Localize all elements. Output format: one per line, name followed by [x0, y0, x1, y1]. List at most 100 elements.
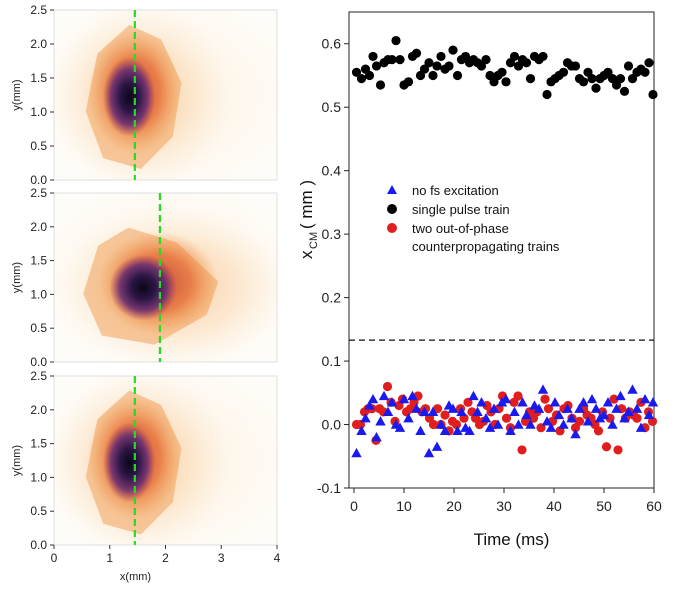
data-point-triangle [367, 393, 379, 404]
data-point-circle [609, 394, 619, 404]
y-tick-label: 0.5 [30, 321, 47, 335]
x-tick-label: 20 [446, 498, 462, 514]
data-point-triangle [545, 422, 557, 432]
data-point-circle [501, 413, 512, 423]
data-point-circle [593, 426, 604, 436]
data-point-triangle [378, 390, 390, 401]
data-point-triangle [635, 422, 647, 432]
data-point-circle [623, 61, 634, 71]
data-point-triangle [464, 425, 475, 436]
y-tick-label: 2.5 [30, 186, 47, 200]
y-tick-label: 1.5 [30, 254, 47, 268]
data-point-circle [619, 86, 630, 96]
data-point-triangle [505, 425, 516, 436]
data-point-circle [364, 70, 375, 81]
data-point-circle [587, 74, 597, 84]
data-point-circle [558, 67, 569, 77]
y-tick-label: 1.0 [30, 105, 47, 119]
series-1 [351, 35, 658, 100]
legend-circle-marker [387, 223, 397, 233]
x-tick-label: 2 [162, 551, 169, 565]
data-point-circle [356, 74, 367, 84]
y-tick-label: 0.2 [322, 290, 342, 306]
data-point-triangle [566, 412, 577, 423]
data-point-triangle [407, 390, 418, 401]
data-point-circle [436, 51, 446, 62]
data-point-triangle [411, 403, 422, 413]
data-point-circle [627, 74, 638, 84]
y-tick-label: 0.6 [322, 36, 342, 52]
data-point-triangle [549, 397, 561, 407]
data-point-triangle [398, 393, 410, 404]
data-point-triangle [435, 419, 447, 429]
data-point-triangle [452, 425, 463, 436]
data-point-triangle [513, 419, 524, 429]
data-point-triangle [574, 403, 585, 413]
data-point-circle [525, 74, 536, 84]
y-tick-label: 0.1 [322, 353, 342, 369]
y-tick-label: 1.0 [30, 470, 47, 484]
data-point-triangle [586, 393, 598, 404]
data-point-triangle [517, 397, 528, 407]
data-point-triangle [558, 419, 569, 429]
data-point-triangle [602, 397, 614, 407]
data-point-circle [615, 74, 626, 84]
y-tick-label: 1.5 [30, 71, 47, 85]
series-2 [351, 381, 658, 455]
data-point-triangle [525, 419, 536, 429]
data-point-triangle [537, 384, 549, 394]
data-point-circle [424, 58, 434, 68]
x-tick-label: 0 [51, 551, 58, 565]
data-point-triangle [647, 397, 659, 407]
y-tick-label: 2.0 [30, 403, 47, 417]
y-tick-label: -0.1 [317, 480, 341, 496]
legend-label-line2: counterpropagating trains [412, 239, 560, 254]
data-point-triangle [472, 406, 483, 416]
data-point-triangle [598, 409, 610, 420]
y-axis-label-unit: ( mm ) [297, 180, 316, 229]
scatter-panel: -0.1 0.0 0.1 0.2 0.3 0.4 0.5 0.6 0 10 20 30 40 50 60 Ti… [297, 11, 662, 549]
data-point-triangle [553, 409, 565, 420]
data-point-triangle [468, 390, 479, 401]
y-tick-label: 0.0 [30, 173, 47, 187]
data-point-circle [382, 381, 393, 392]
data-point-triangle [447, 403, 459, 413]
blob-core [103, 422, 156, 503]
legend-label: no fs excitation [412, 183, 499, 198]
data-point-circle [497, 67, 507, 77]
data-point-triangle [619, 412, 630, 423]
data-point-triangle [492, 419, 504, 429]
data-point-circle [476, 61, 487, 71]
data-point-triangle [456, 406, 467, 416]
data-point-circle [540, 394, 550, 404]
data-point-circle [428, 419, 439, 430]
data-point-triangle [500, 393, 512, 404]
legend: no fs excitation single pulse train two ou… [387, 183, 560, 254]
data-point-triangle [419, 406, 430, 416]
heatmap-panel-top: 0.0 0.5 1.0 1.5 2.0 2.5 y(mm) [11, 3, 278, 187]
data-point-circle [542, 89, 552, 100]
x-tick-label: 60 [646, 498, 662, 514]
data-point-triangle [351, 447, 362, 458]
data-point-circle [444, 61, 454, 71]
y-axis-label-main: x [297, 250, 316, 259]
data-point-circle [648, 89, 658, 100]
data-point-circle [578, 77, 589, 87]
data-point-circle [601, 442, 612, 452]
data-point-circle [371, 61, 382, 71]
series-0 [351, 384, 659, 458]
x-tick-label: 0 [350, 498, 358, 514]
data-point-circle [613, 445, 623, 455]
data-point-circle [603, 67, 613, 77]
data-point-circle [452, 70, 463, 81]
data-point-triangle [415, 425, 426, 436]
data-point-triangle [480, 412, 492, 423]
heatmap-panel-middle: 0.0 0.5 1.0 1.5 2.0 2.5 y(mm) [11, 186, 278, 369]
y-axis-label: y(mm) [11, 445, 23, 476]
data-point-triangle [484, 422, 496, 432]
y-tick-label: 2.0 [30, 220, 47, 234]
data-point-triangle [431, 441, 443, 451]
data-point-circle [570, 61, 581, 71]
data-point-circle [351, 67, 362, 77]
data-point-circle [411, 48, 422, 58]
